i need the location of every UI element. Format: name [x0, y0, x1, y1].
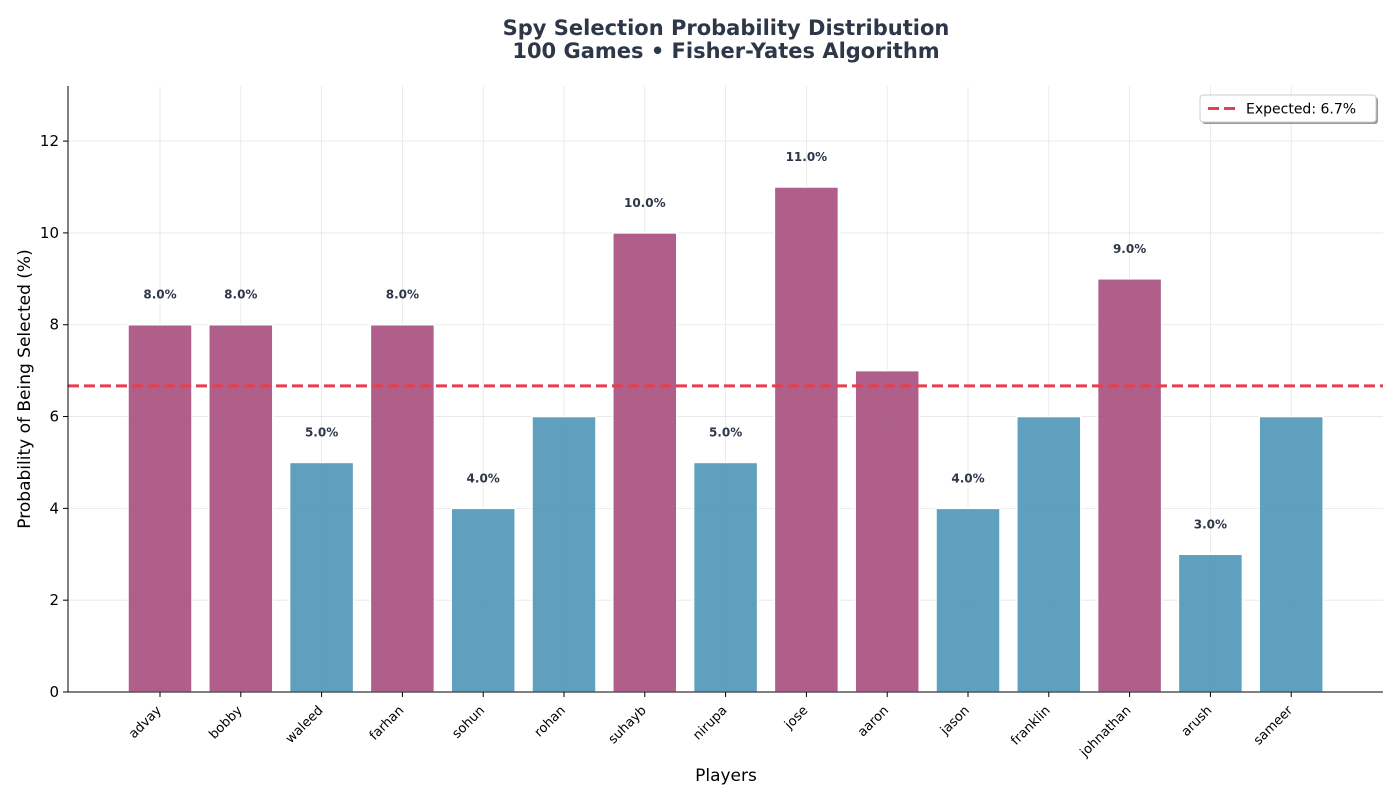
x-axis-label: Players — [695, 766, 757, 786]
data-label: 11.0% — [786, 150, 828, 164]
x-tick-label: bobby — [206, 703, 245, 742]
bar-sohun — [450, 507, 516, 693]
data-label: 4.0% — [467, 471, 500, 485]
data-labels: 8.0% 8.0% 5.0% 8.0% 4.0% 10.0% 5.0% 11.0% 4.0% 9.… — [143, 150, 1227, 531]
y-tick-label: 4 — [49, 499, 59, 517]
x-tick-label: advay — [126, 703, 165, 742]
data-label: 10.0% — [624, 196, 666, 210]
bar-advay — [127, 323, 193, 693]
bar-farhan — [369, 323, 436, 693]
x-tick-label: johnathan — [1077, 703, 1135, 761]
legend-box — [1199, 94, 1377, 123]
x-tick-label: jason — [937, 703, 973, 739]
bar-jason — [935, 507, 1001, 693]
x-tick-label: nirupa — [690, 703, 730, 743]
bar-suhayb — [612, 232, 678, 693]
data-label: 9.0% — [1113, 242, 1146, 256]
y-tick-label: 10 — [40, 224, 59, 242]
x-tick-label: sohun — [450, 703, 489, 742]
y-tick-label: 6 — [49, 408, 59, 426]
bar-aaron — [854, 369, 920, 693]
data-label: 4.0% — [951, 471, 984, 485]
y-axis-label: Probability of Being Selected (%) — [15, 249, 35, 528]
x-tick-label: jose — [781, 703, 811, 733]
x-tick-label: waleed — [283, 703, 326, 746]
legend: Expected: 6.7% — [1199, 94, 1378, 124]
x-tick-label: suhayb — [606, 703, 650, 747]
x-tick-label: rohan — [532, 703, 569, 740]
x-tick-label: aaron — [855, 703, 892, 740]
data-label: 8.0% — [143, 288, 176, 302]
data-label: 8.0% — [386, 288, 419, 302]
bar-waleed — [288, 461, 355, 693]
legend-label: Expected: 6.7% — [1246, 102, 1356, 118]
bar-jose — [773, 186, 840, 693]
bar-franklin — [1016, 415, 1082, 693]
chart-title-line1: Spy Selection Probability Distribution — [503, 16, 950, 40]
data-label: 3.0% — [1194, 517, 1227, 531]
data-label: 5.0% — [305, 425, 338, 439]
y-tick-label: 0 — [49, 683, 59, 701]
bar-nirupa — [692, 461, 759, 693]
bars — [127, 186, 1324, 693]
y-tick-label: 8 — [49, 316, 59, 334]
bar-arush — [1177, 553, 1244, 693]
x-tick-label: farhan — [367, 703, 407, 743]
bar-bobby — [208, 323, 274, 693]
x-tick-label: arush — [1179, 703, 1215, 739]
bar-sameer — [1258, 415, 1324, 693]
y-tick-label: 2 — [49, 591, 59, 609]
data-label: 5.0% — [709, 425, 742, 439]
x-tick-label: franklin — [1008, 703, 1053, 748]
data-label: 8.0% — [224, 288, 257, 302]
chart-title-line2: 100 Games • Fisher-Yates Algorithm — [512, 39, 939, 63]
y-tick-label: 12 — [40, 132, 59, 150]
bar-rohan — [531, 415, 597, 693]
bar-johnathan — [1096, 278, 1163, 693]
x-tick-label: sameer — [1251, 703, 1297, 749]
